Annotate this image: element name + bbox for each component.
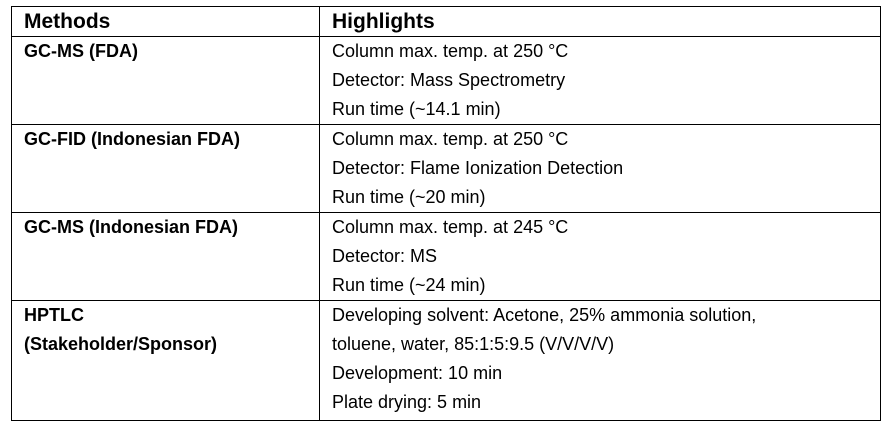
highlight-line: Column max. temp. at 245 °C: [332, 217, 569, 237]
highlights-cell: Developing solvent: Acetone, 25% ammonia…: [319, 300, 881, 421]
highlight-line: Column max. temp. at 250 °C: [332, 129, 569, 149]
highlight-line: Detector: Mass Spectrometry: [332, 70, 566, 90]
highlight-line: Detector: MS: [332, 246, 438, 266]
method-text: GC-MS (Indonesian FDA): [24, 217, 238, 237]
highlight-line: Detector: Flame Ionization Detection: [332, 158, 624, 178]
table-container: Methods Highlights GC-MS (FDA) Column max…: [11, 6, 881, 421]
method-cell: GC-FID (Indonesian FDA): [11, 124, 320, 213]
method-text: HPTLC: [24, 305, 84, 325]
highlights-cell: Column max. temp. at 250 °C Detector: Mas…: [319, 36, 881, 125]
table-row: HPTLC (Stakeholder/Sponsor) Developing sol…: [11, 300, 881, 421]
header-cell: Methods: [11, 6, 320, 37]
table-row: GC-MS (Indonesian FDA) Column max. temp. …: [11, 212, 881, 301]
method-cell: GC-MS (FDA): [11, 36, 320, 125]
highlight-line: Plate drying: 5 min: [332, 392, 482, 412]
header-row: Methods Highlights: [11, 6, 881, 37]
header-cell: Highlights: [319, 6, 881, 37]
method-cell: GC-MS (Indonesian FDA): [11, 212, 320, 301]
highlight-line: Column max. temp. at 250 °C: [332, 41, 569, 61]
highlight-line: Run time (~20 min): [332, 187, 486, 207]
table-body: GC-MS (FDA) Column max. temp. at 250 °C De…: [11, 36, 881, 421]
highlight-line: Run time (~24 min): [332, 275, 486, 295]
method-cell: HPTLC (Stakeholder/Sponsor): [11, 300, 320, 421]
highlight-line: Development: 10 min: [332, 363, 503, 383]
method-text: (Stakeholder/Sponsor): [24, 334, 218, 354]
table-row: GC-FID (Indonesian FDA) Column max. temp.…: [11, 124, 881, 213]
highlights-cell: Column max. temp. at 250 °C Detector: Fla…: [319, 124, 881, 213]
highlight-line: Developing solvent: Acetone, 25% ammonia…: [332, 305, 757, 325]
methods-table: Methods Highlights GC-MS (FDA) Column max…: [11, 6, 881, 421]
highlights-cell: Column max. temp. at 245 °C Detector: MS R…: [319, 212, 881, 301]
method-text: GC-MS (FDA): [24, 41, 138, 61]
highlight-line: Run time (~14.1 min): [332, 99, 501, 119]
method-text: GC-FID (Indonesian FDA): [24, 129, 240, 149]
highlight-line: toluene, water, 85:1:5:9.5 (V/V/V/V): [332, 334, 615, 354]
table-row: GC-MS (FDA) Column max. temp. at 250 °C De…: [11, 36, 881, 125]
table-header: Methods Highlights: [11, 6, 881, 37]
